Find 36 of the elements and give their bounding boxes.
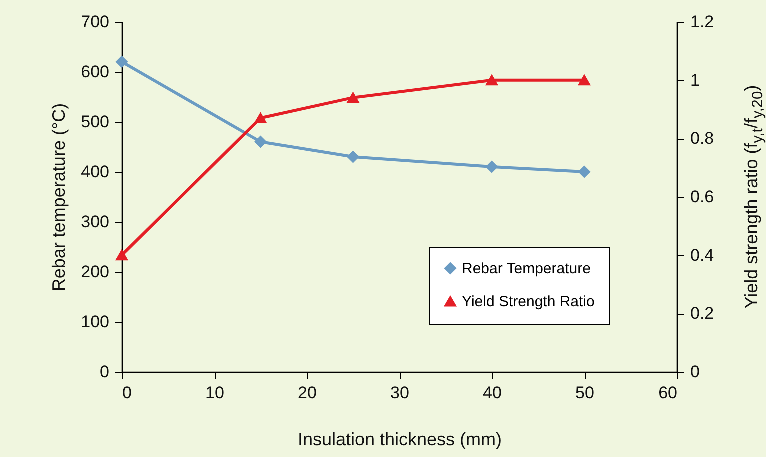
y2-tick-label: 0.2	[690, 304, 714, 324]
y2-tick-label: 1.2	[690, 12, 714, 32]
y-axis-title: Rebar temperature (°C)	[49, 103, 70, 292]
y2-tick-label: 1	[690, 70, 700, 90]
y2-tick-label: 0.8	[690, 129, 714, 148]
y-tick-label: 500	[81, 112, 110, 132]
y-tick-label: 700	[81, 12, 110, 32]
y-tick-label: 300	[81, 212, 110, 232]
x-tick-label: 30	[390, 384, 410, 402]
point	[116, 250, 128, 261]
x-tick-label: 40	[483, 384, 502, 402]
legend-label: Yield Strength Ratio	[462, 294, 595, 310]
point	[486, 75, 498, 86]
x-tick-label: 50	[576, 384, 594, 402]
x-tick-label: 0	[122, 384, 132, 402]
point	[347, 92, 360, 104]
y-tick-label: 600	[81, 62, 110, 82]
point	[578, 75, 590, 86]
point	[486, 161, 498, 173]
y2-tick-label: 0.6	[690, 188, 714, 206]
y2-tick-label: 0.4	[690, 246, 714, 265]
x-tick-label: 20	[298, 384, 317, 402]
point	[347, 151, 360, 163]
x-tick-label: 60	[658, 384, 678, 402]
x-tick-label: 10	[206, 384, 224, 402]
point	[254, 112, 267, 124]
y-tick-label: 100	[81, 312, 110, 332]
y-tick-label: 0	[100, 362, 110, 382]
point	[116, 56, 128, 68]
point	[254, 136, 267, 148]
y-tick-label: 200	[81, 262, 110, 282]
legend-label: Rebar Temperature	[462, 260, 591, 278]
y2-tick-label: 0	[690, 362, 700, 382]
point	[578, 166, 590, 178]
x-axis-title: Insulation thickness (mm)	[298, 430, 502, 450]
y-tick-label: 400	[81, 162, 110, 182]
